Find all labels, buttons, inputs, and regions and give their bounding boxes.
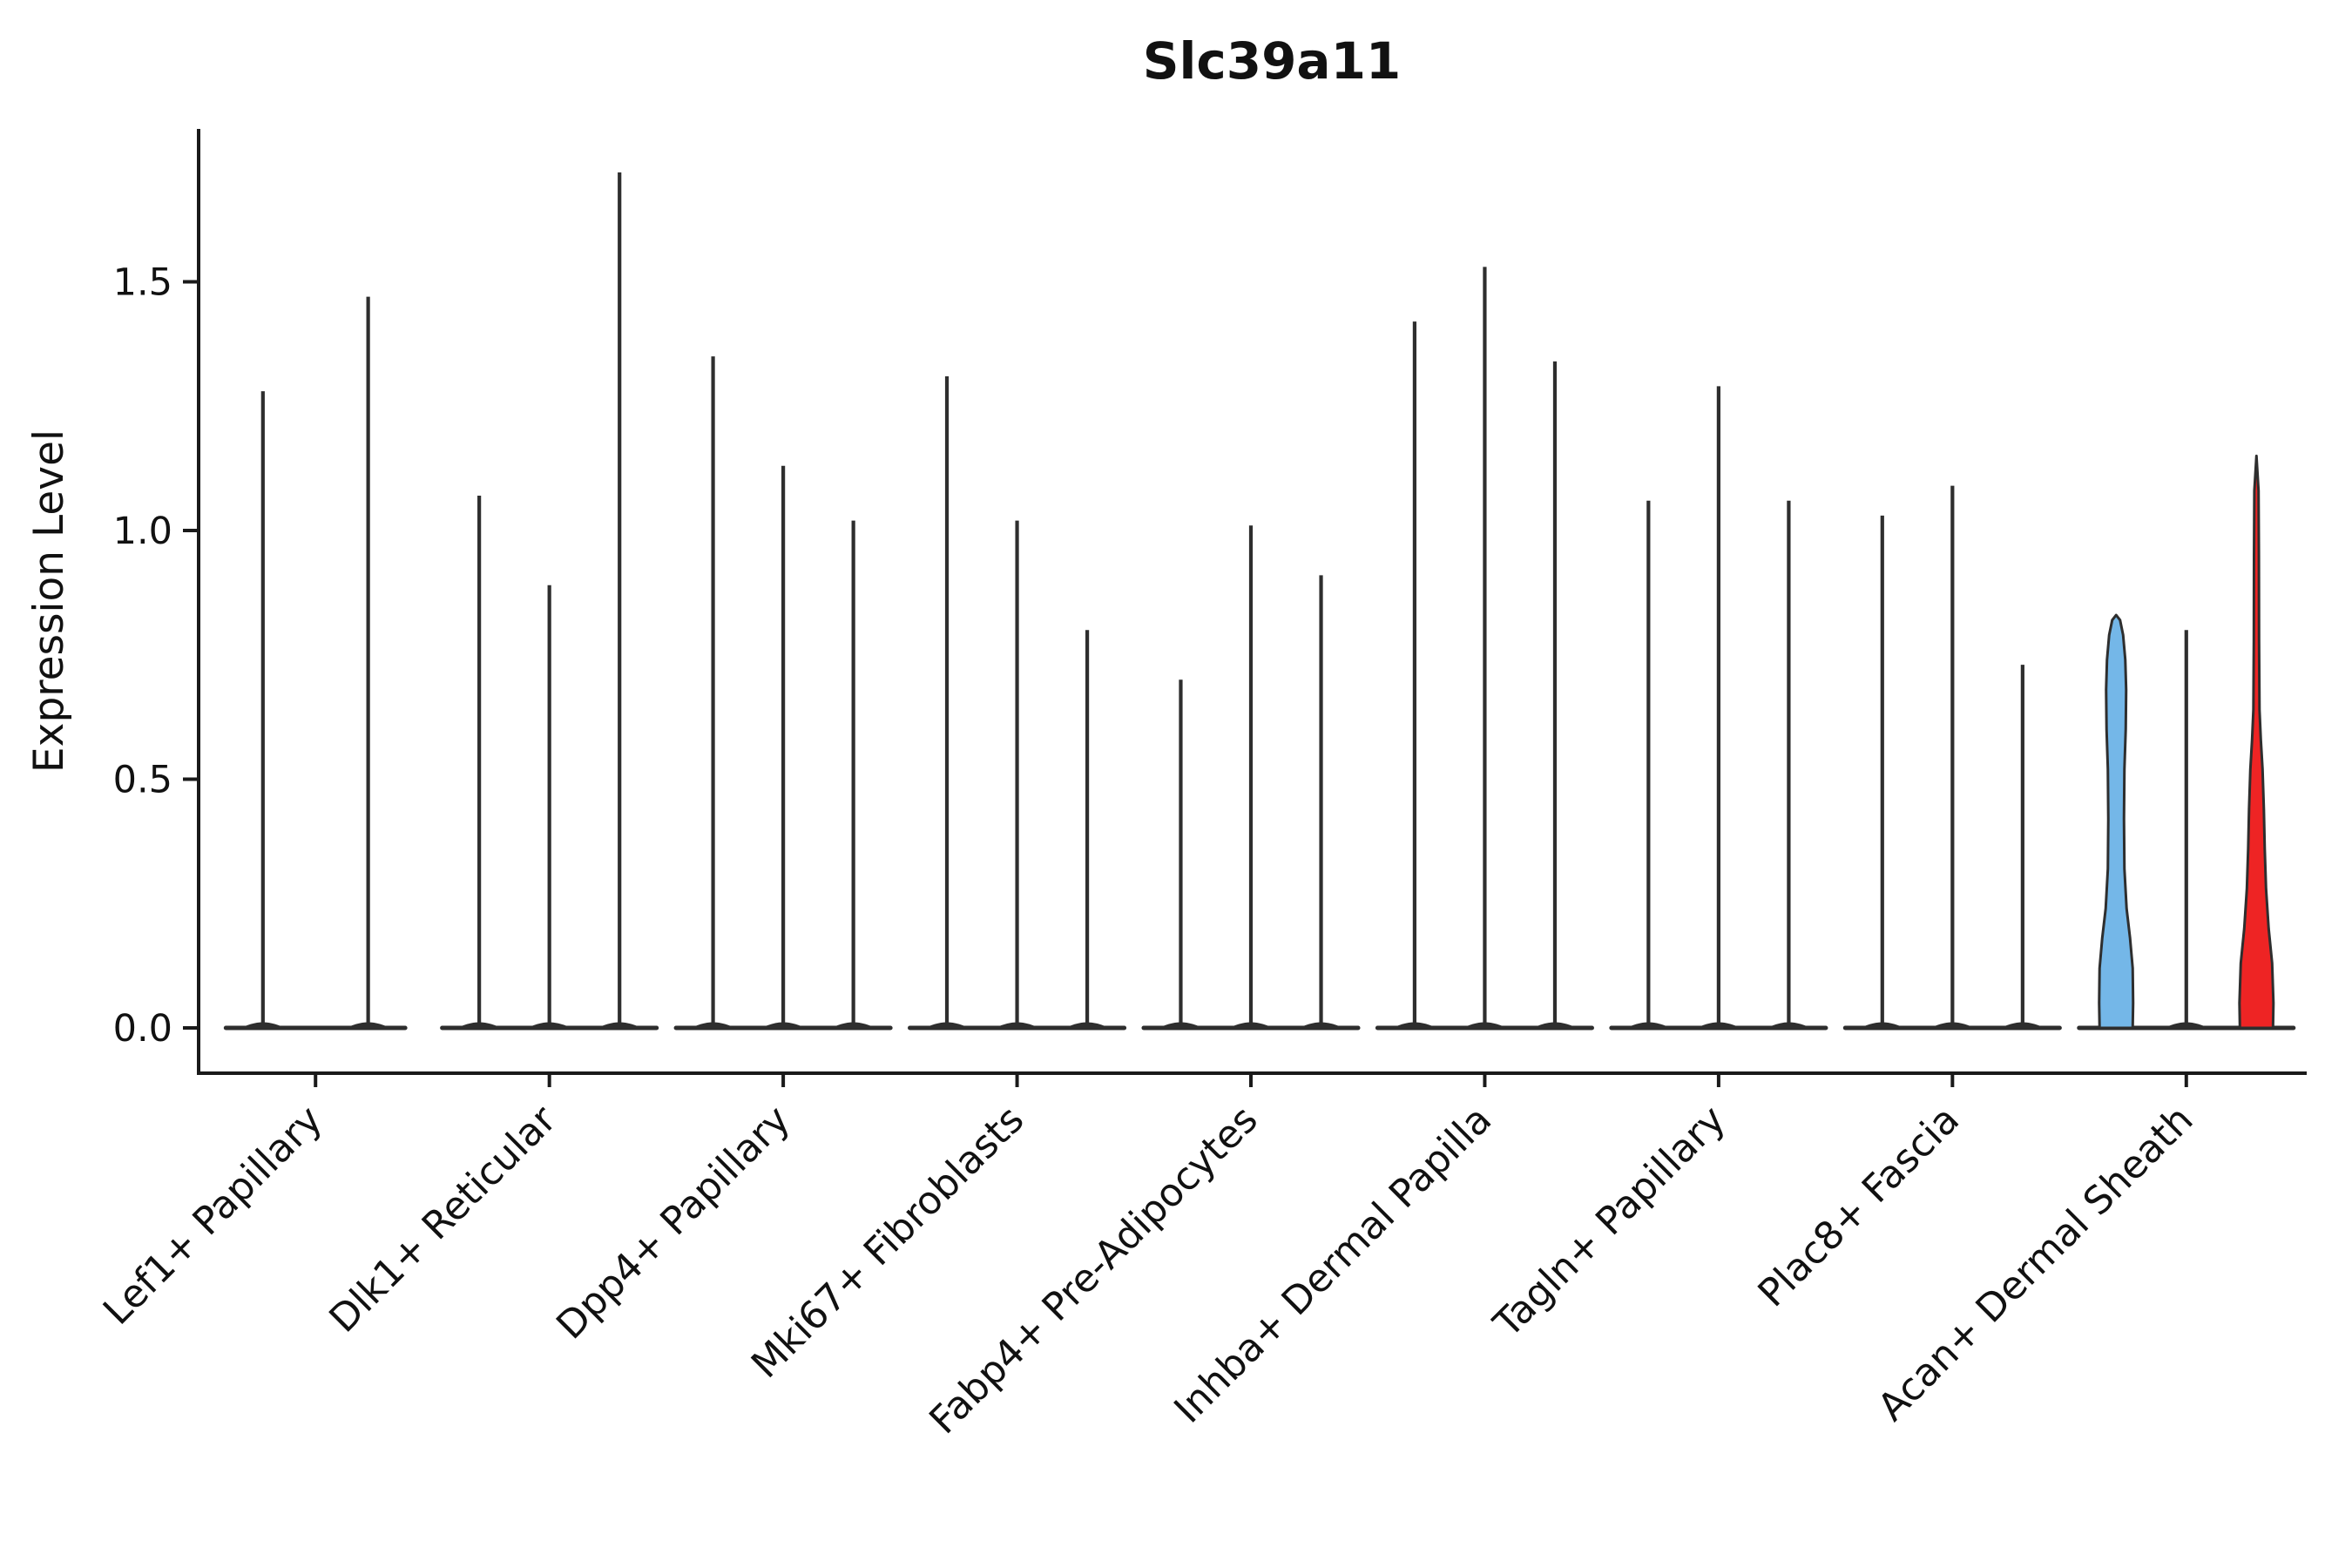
y-tick-label: 1.0 xyxy=(113,510,172,553)
violin-shape xyxy=(2098,613,2135,1030)
violin-shape xyxy=(2238,454,2275,1030)
violins-layer xyxy=(223,172,2296,1031)
y-axis-ticks: 0.0 0.5 1.0 1.5 xyxy=(113,261,199,1051)
x-tick-label: Lef1+ Papillary xyxy=(95,1098,331,1334)
x-tick-label: Plac8+ Fascia xyxy=(1750,1098,1969,1316)
y-tick-label: 1.5 xyxy=(113,261,172,305)
x-tick-label: Tagln+ Papillary xyxy=(1485,1098,1734,1347)
chart-title: Slc39a11 xyxy=(1143,31,1402,91)
y-tick-label: 0.5 xyxy=(113,759,172,802)
x-tick-label: Dpp4+ Papillary xyxy=(548,1098,799,1348)
y-tick-label: 0.0 xyxy=(113,1007,172,1051)
y-axis-label: Expression Level xyxy=(25,429,73,773)
x-tick-label: Dlk1+ Reticular xyxy=(321,1097,565,1342)
